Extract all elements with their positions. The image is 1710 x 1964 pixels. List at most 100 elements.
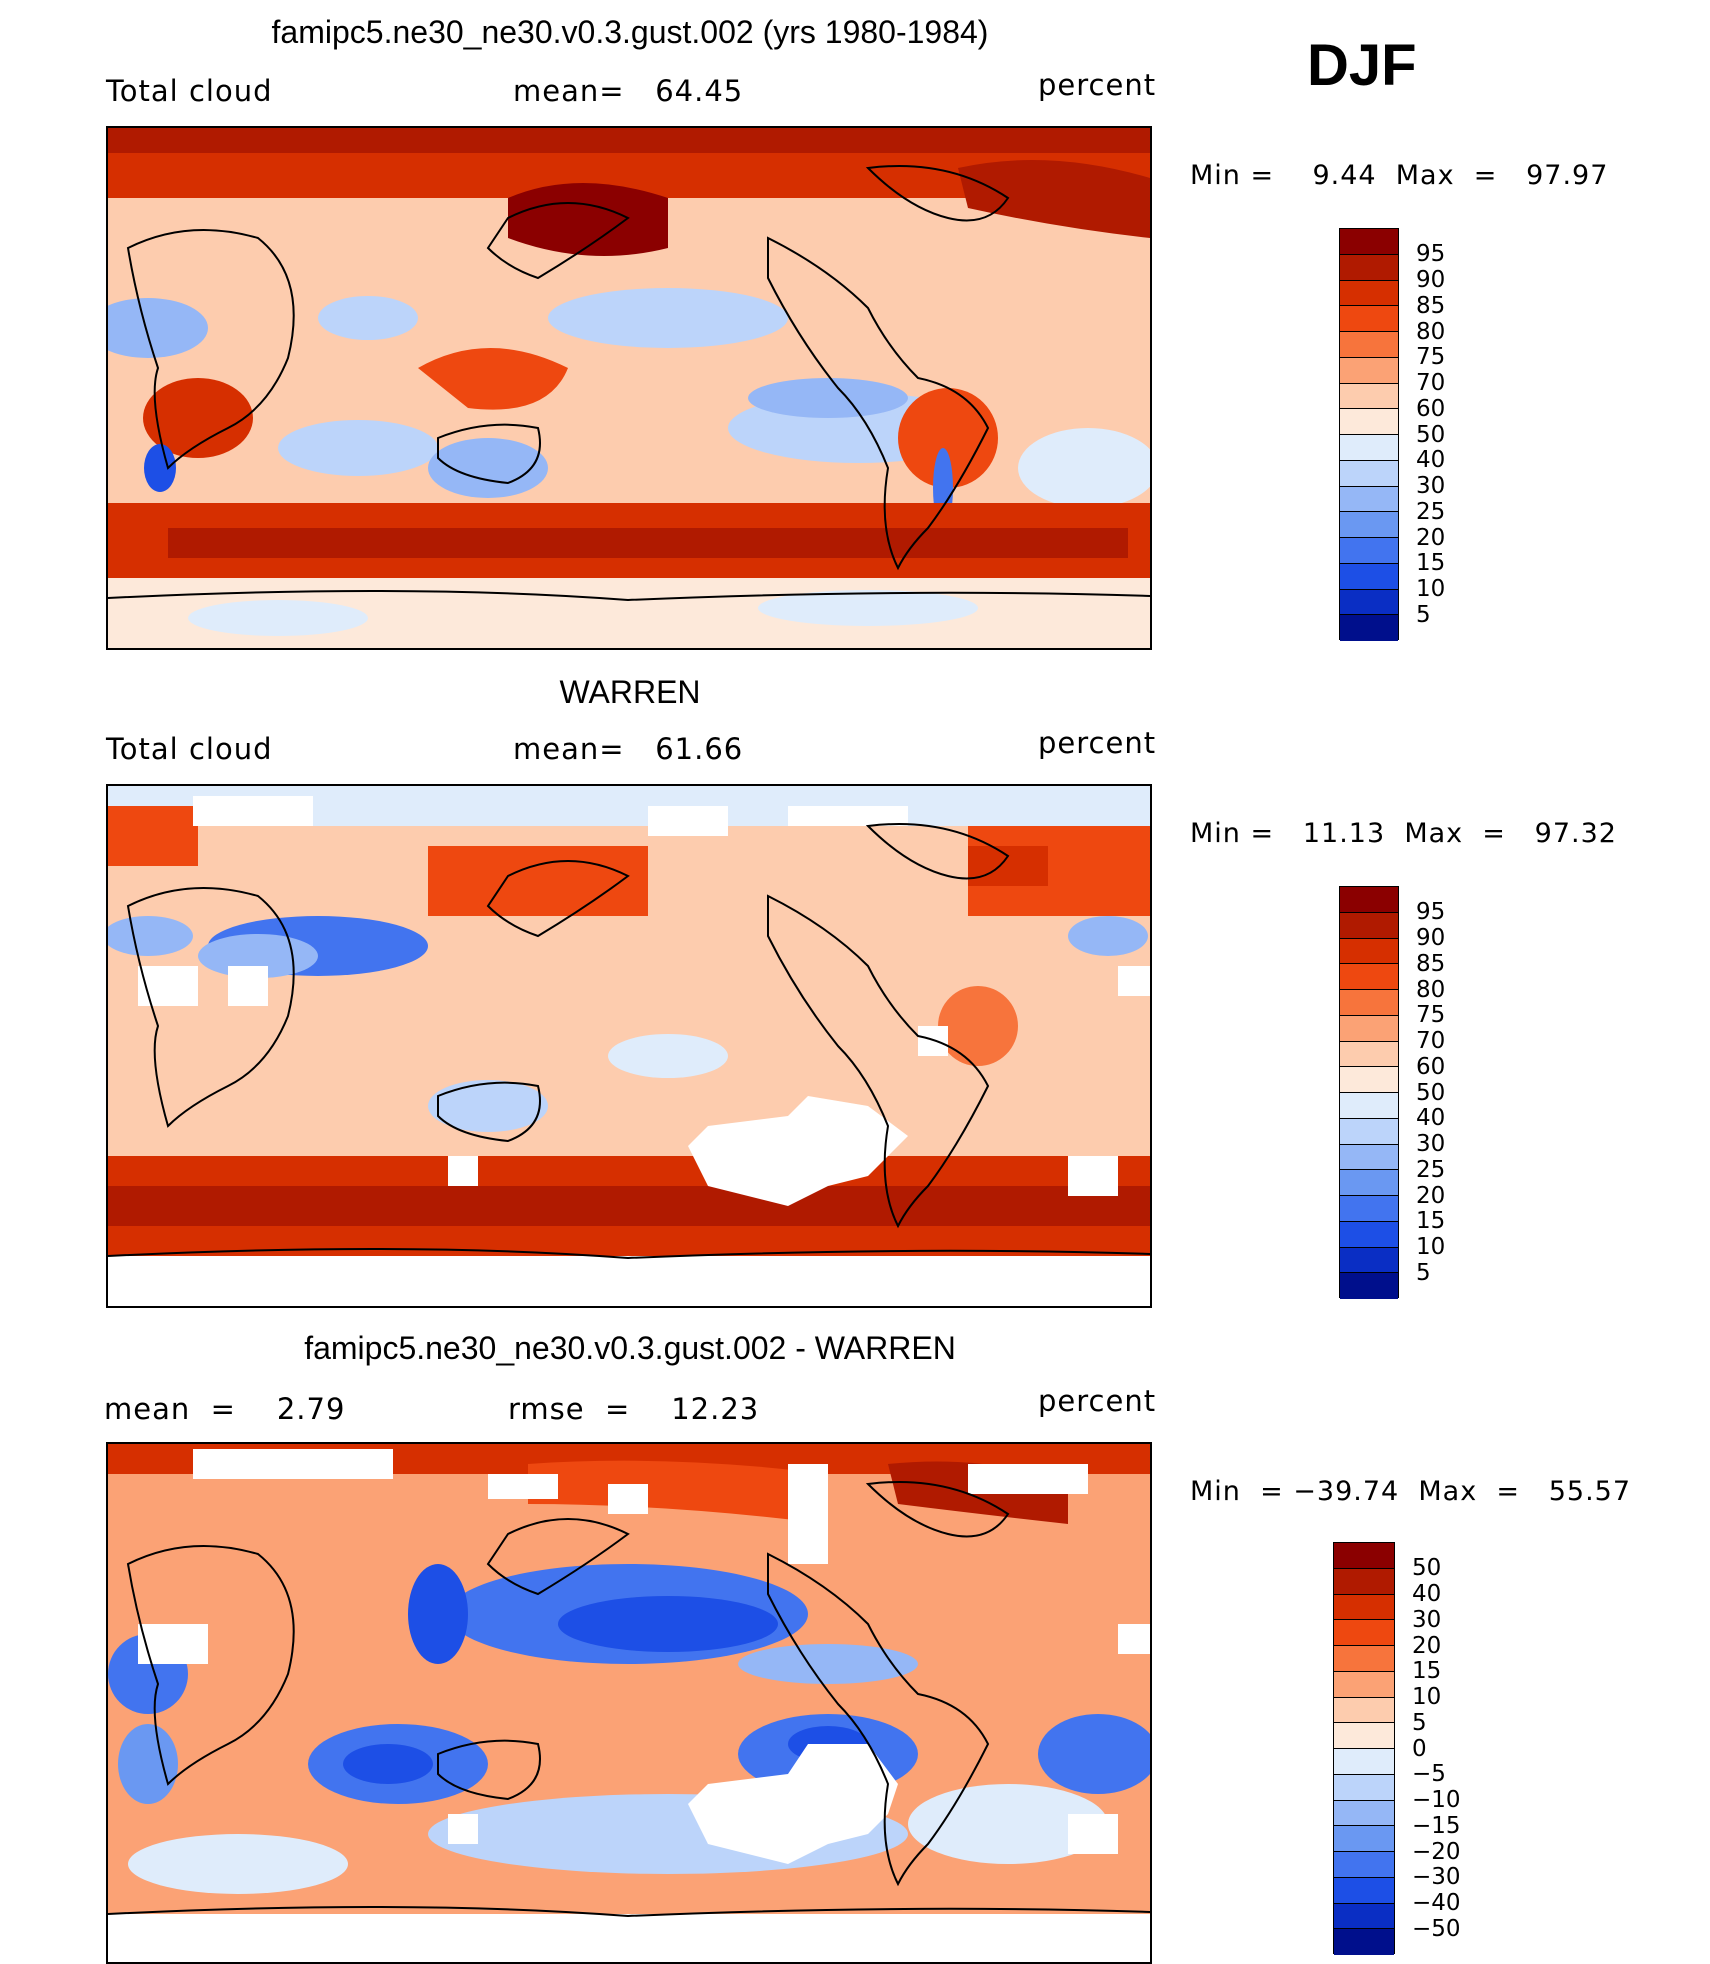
- colorbar-swatch: [1340, 460, 1398, 487]
- colorbar-swatch: [1340, 538, 1398, 564]
- colorbar-swatch: [1334, 1800, 1394, 1827]
- colorbar-label: −30: [1412, 1864, 1461, 1890]
- colorbar-swatch: [1334, 1646, 1394, 1672]
- colorbar-label: 30: [1412, 1607, 1442, 1633]
- panel-2-map-field: [108, 786, 1150, 1306]
- colorbar-label: 10: [1416, 576, 1446, 602]
- colorbar-swatch: [1340, 990, 1398, 1016]
- panel-2-mean-label: mean= 61.66: [513, 732, 744, 766]
- panel-2-minmax: Min = 11.13 Max = 97.32: [1190, 818, 1617, 849]
- colorbar-label: −40: [1412, 1890, 1461, 1916]
- colorbar-swatch: [1334, 1671, 1394, 1698]
- colorbar-swatch: [1340, 254, 1398, 281]
- colorbar-label: 90: [1416, 925, 1446, 951]
- colorbar-label: 20: [1416, 525, 1446, 551]
- colorbar-label: 50: [1416, 1080, 1446, 1106]
- panel-3-units: percent: [1038, 1384, 1157, 1418]
- colorbar-swatch: [1334, 1749, 1394, 1775]
- colorbar-swatch: [1334, 1774, 1394, 1801]
- colorbar-swatch: [1334, 1826, 1394, 1852]
- colorbar-label: 15: [1412, 1658, 1442, 1684]
- colorbar-swatch: [1340, 887, 1398, 913]
- panel-1-units: percent: [1038, 68, 1157, 102]
- colorbar-label: 40: [1412, 1581, 1442, 1607]
- panel-2-colorbar: [1339, 886, 1399, 1299]
- colorbar-swatch: [1340, 1015, 1398, 1042]
- colorbar-swatch: [1340, 332, 1398, 358]
- colorbar-label: 40: [1416, 1105, 1446, 1131]
- colorbar-swatch: [1334, 1903, 1394, 1930]
- colorbar-swatch: [1340, 1273, 1398, 1299]
- colorbar-swatch: [1334, 1594, 1394, 1621]
- colorbar-label: 15: [1416, 1208, 1446, 1234]
- colorbar-swatch: [1340, 1093, 1398, 1119]
- panel-3-mean-label: mean = 2.79: [104, 1392, 346, 1426]
- colorbar-label: 10: [1412, 1684, 1442, 1710]
- colorbar-swatch: [1340, 435, 1398, 461]
- colorbar-swatch: [1340, 306, 1398, 332]
- panel-3-minmax: Min = −39.74 Max = 55.57: [1190, 1476, 1632, 1507]
- panel-3-map-field: [108, 1444, 1150, 1962]
- colorbar-swatch: [1340, 409, 1398, 435]
- colorbar-label: 20: [1416, 1183, 1446, 1209]
- colorbar-swatch: [1340, 1247, 1398, 1274]
- colorbar-swatch: [1334, 1929, 1394, 1955]
- panel-1-map-field: [108, 128, 1150, 648]
- colorbar-swatch: [1340, 938, 1398, 965]
- colorbar-swatch: [1340, 280, 1398, 307]
- colorbar-label: −50: [1412, 1916, 1461, 1942]
- colorbar-swatch: [1334, 1877, 1394, 1904]
- panel-2-units: percent: [1038, 726, 1157, 760]
- colorbar-swatch: [1334, 1723, 1394, 1749]
- panel-2-title: WARREN: [559, 674, 701, 710]
- panel-2-variable-label: Total cloud: [106, 732, 273, 766]
- colorbar-label: 5: [1416, 1260, 1431, 1286]
- colorbar-swatch: [1340, 1144, 1398, 1171]
- panel-1-title: famipc5.ne30_ne30.v0.3.gust.002 (yrs 198…: [271, 14, 989, 50]
- colorbar-label: 30: [1416, 473, 1446, 499]
- panel-1-map: [106, 126, 1152, 650]
- colorbar-label: −10: [1412, 1787, 1461, 1813]
- colorbar-label: 85: [1416, 951, 1446, 977]
- colorbar-label: 5: [1412, 1710, 1427, 1736]
- colorbar-swatch: [1340, 1041, 1398, 1068]
- colorbar-label: 95: [1416, 241, 1446, 267]
- panel-3-colorbar: [1333, 1542, 1395, 1955]
- colorbar-label: 50: [1412, 1555, 1442, 1581]
- colorbar-swatch: [1340, 229, 1398, 255]
- colorbar-swatch: [1340, 1118, 1398, 1145]
- season-label: DJF: [1307, 33, 1417, 98]
- panel-1-colorbar: [1339, 228, 1399, 641]
- colorbar-label: 80: [1416, 977, 1446, 1003]
- colorbar-label: 85: [1416, 293, 1446, 319]
- colorbar-swatch: [1340, 1196, 1398, 1222]
- colorbar-swatch: [1340, 589, 1398, 616]
- colorbar-label: 75: [1416, 344, 1446, 370]
- colorbar-label: −5: [1412, 1761, 1446, 1787]
- colorbar-label: 60: [1416, 1054, 1446, 1080]
- colorbar-swatch: [1340, 563, 1398, 590]
- panel-1-variable-label: Total cloud: [106, 74, 273, 108]
- colorbar-swatch: [1340, 912, 1398, 939]
- colorbar-swatch: [1340, 964, 1398, 990]
- colorbar-label: 10: [1416, 1234, 1446, 1260]
- colorbar-label: 15: [1416, 550, 1446, 576]
- colorbar-label: 75: [1416, 1002, 1446, 1028]
- panel-3-map: [106, 1442, 1152, 1964]
- panel-3-rmse-label: rmse = 12.23: [508, 1392, 760, 1426]
- colorbar-swatch: [1340, 486, 1398, 513]
- colorbar-swatch: [1334, 1543, 1394, 1569]
- colorbar-label: 50: [1416, 422, 1446, 448]
- colorbar-label: 70: [1416, 370, 1446, 396]
- colorbar-swatch: [1340, 1221, 1398, 1248]
- colorbar-label: 80: [1416, 319, 1446, 345]
- colorbar-swatch: [1334, 1697, 1394, 1724]
- panel-1-mean-label: mean= 64.45: [513, 74, 744, 108]
- colorbar-label: 40: [1416, 447, 1446, 473]
- colorbar-label: −20: [1412, 1839, 1461, 1865]
- colorbar-swatch: [1334, 1620, 1394, 1646]
- panel-1-minmax: Min = 9.44 Max = 97.97: [1190, 160, 1609, 191]
- colorbar-swatch: [1334, 1852, 1394, 1878]
- colorbar-swatch: [1340, 1170, 1398, 1196]
- colorbar-label: 30: [1416, 1131, 1446, 1157]
